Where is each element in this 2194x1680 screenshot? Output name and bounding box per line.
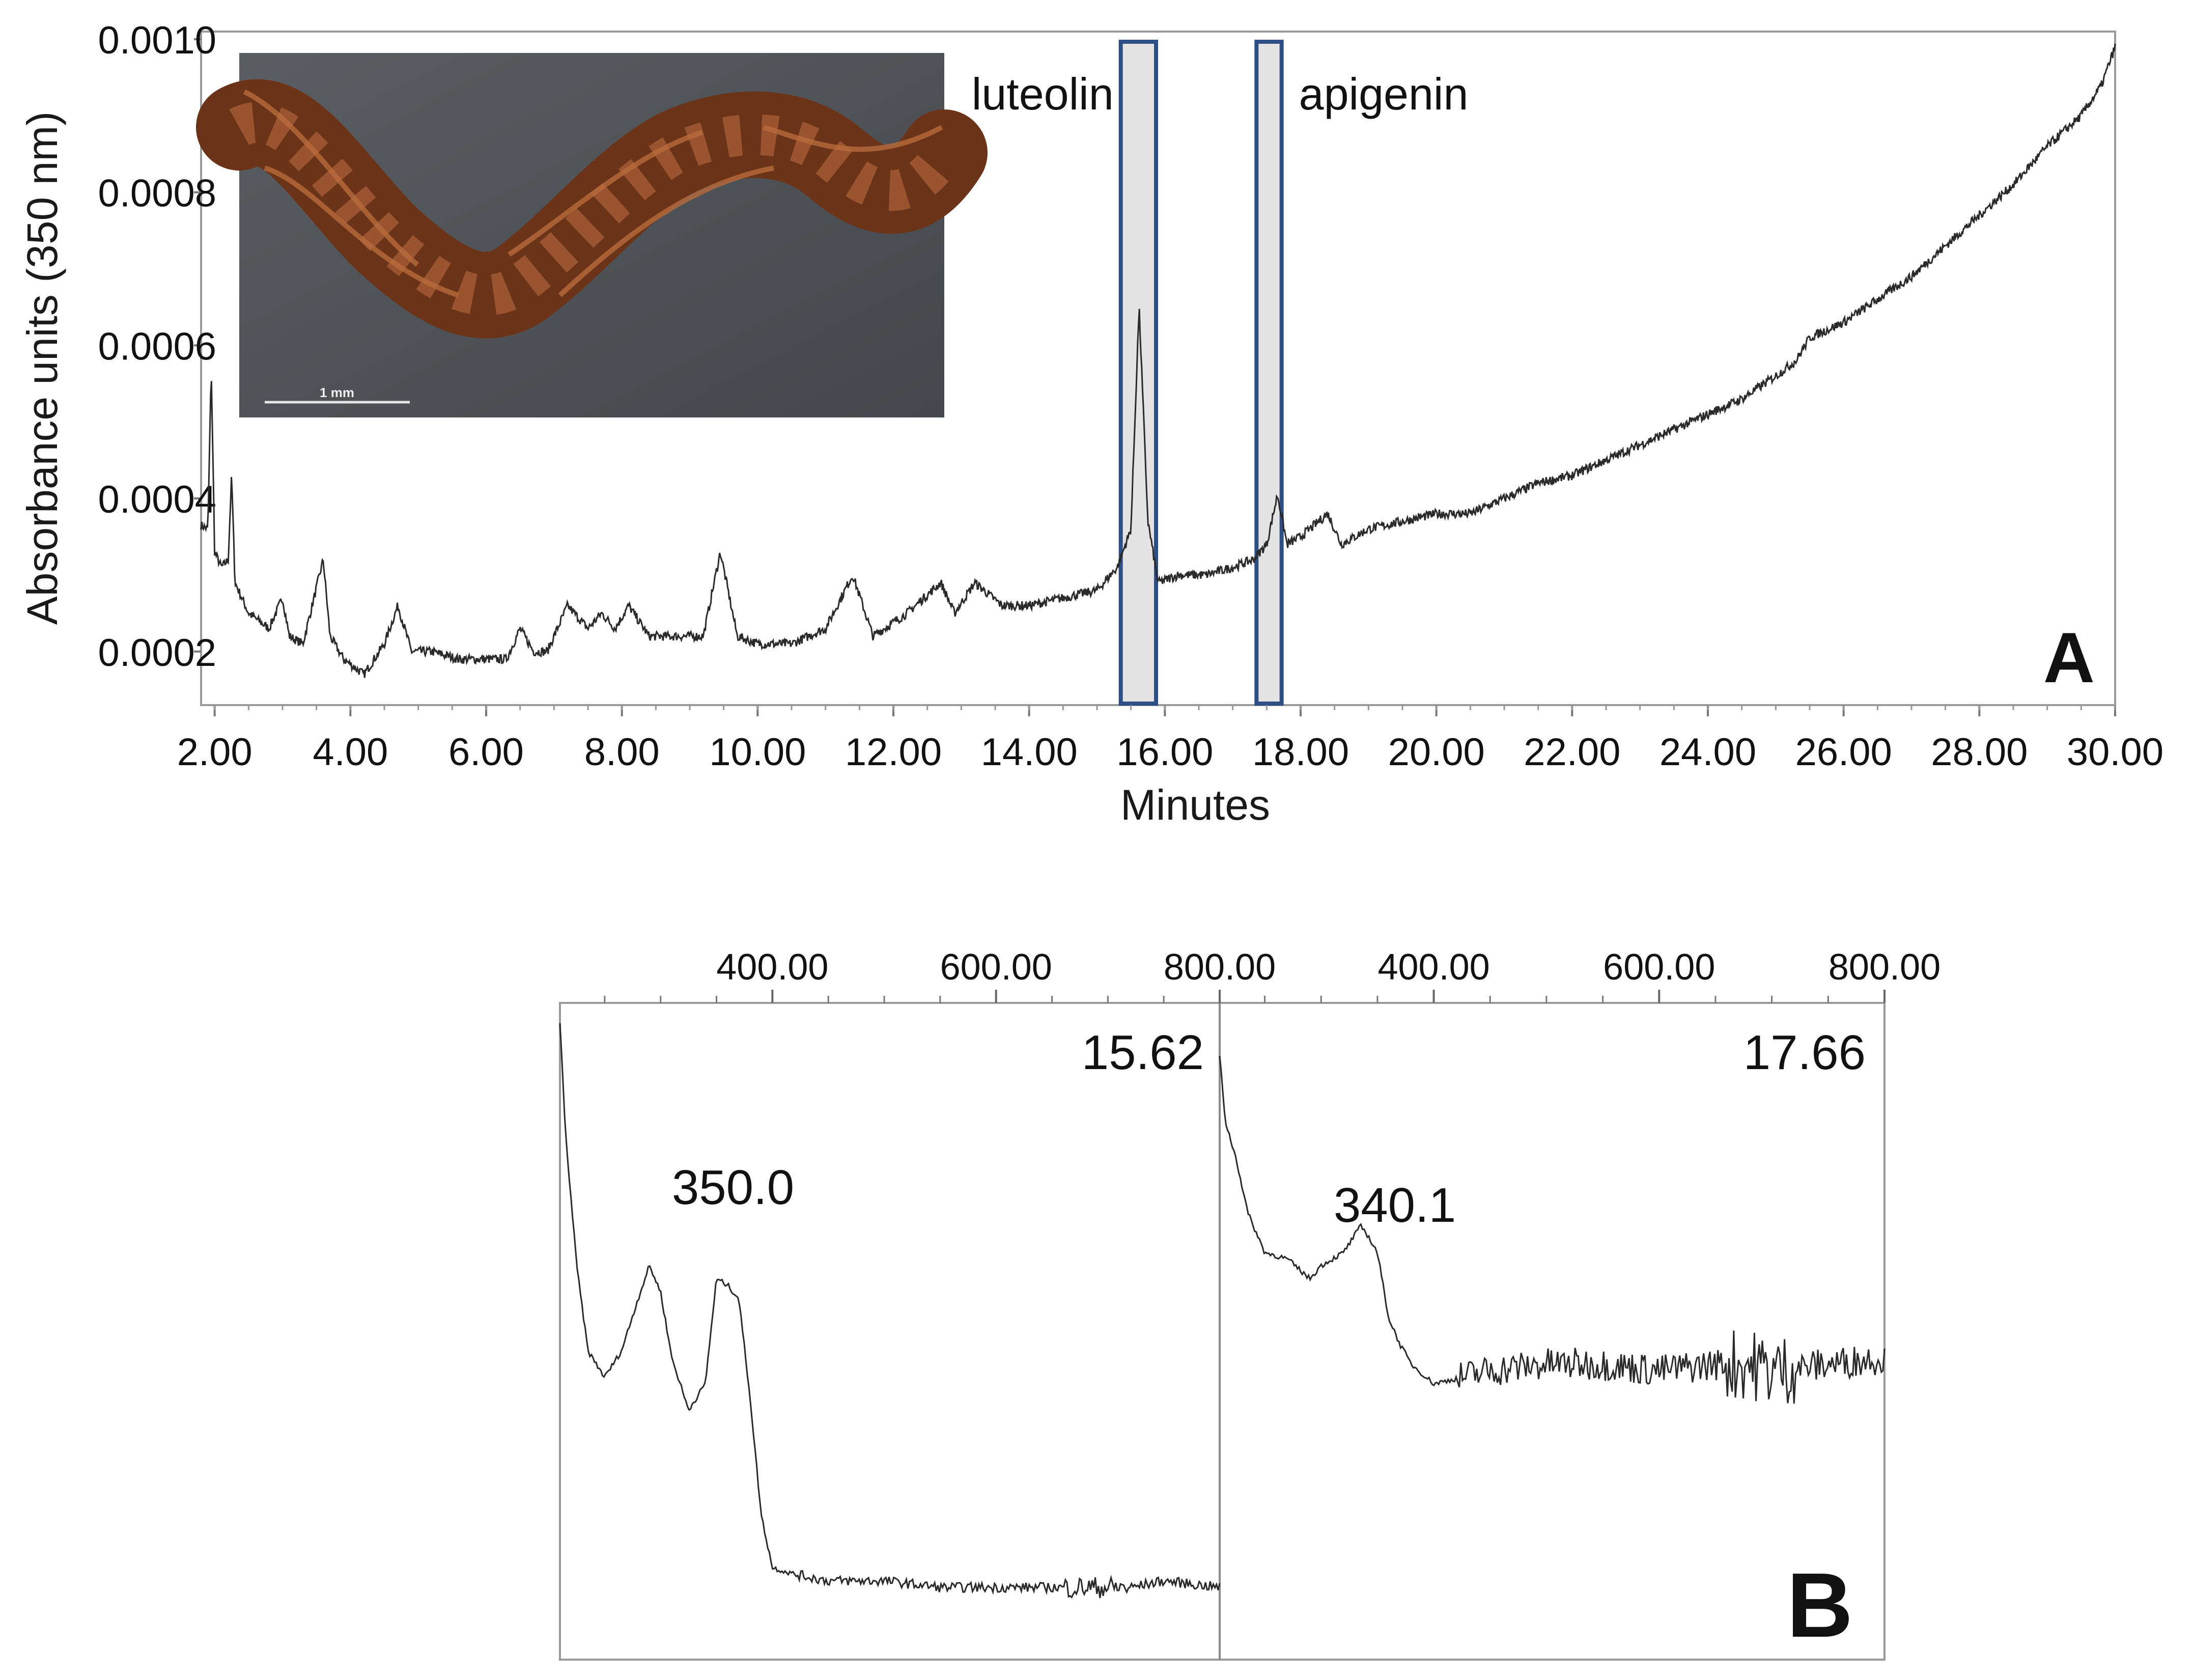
x-tick-label: 26.00 <box>1795 731 1892 774</box>
retention-time-luteolin: 15.62 <box>1082 1025 1204 1080</box>
spectrum-tick-label: 400.00 <box>1377 947 1489 988</box>
y-tick-label: 0.0010 <box>98 19 216 62</box>
panel-a-chart: luteolin apigenin 0.00020.00040.00060.000… <box>18 19 2163 829</box>
chromatogram-line <box>200 43 2116 678</box>
x-tick-label: 14.00 <box>981 731 1078 774</box>
spectrum-tick-label: 600.00 <box>940 947 1052 988</box>
highlight-label-apigenin: apigenin <box>1299 69 1469 119</box>
spectrum-tick-label: 800.00 <box>1829 947 1940 988</box>
x-tick-label: 4.00 <box>313 731 388 774</box>
highlight-boxes: luteolin apigenin <box>972 40 1469 706</box>
x-tick-label: 18.00 <box>1252 731 1349 774</box>
y-axis-label: Absorbance units (350 nm) <box>18 111 66 625</box>
highlight-box-luteolin <box>1118 40 1159 706</box>
x-tick-label: 20.00 <box>1388 731 1485 774</box>
x-tick-label: 8.00 <box>584 731 660 774</box>
inset-photo: 1 mm <box>196 53 988 417</box>
y-tick-label: 0.0004 <box>98 478 216 521</box>
panel-b-chart: 400.00 600.00 800.00 400.00 600.00 800.00 15.… <box>559 947 1940 1661</box>
inset-scale-label: 1 mm <box>320 385 354 400</box>
retention-time-apigenin: 17.66 <box>1743 1025 1866 1080</box>
x-tick-label: 22.00 <box>1524 731 1620 774</box>
uv-spectrum-luteolin <box>559 1023 1221 1599</box>
x-tick-label: 30.00 <box>2067 731 2163 774</box>
peak-label-luteolin: 350.0 <box>672 1160 794 1215</box>
panel-a-label: A <box>2043 618 2095 697</box>
y-tick-label: 0.0008 <box>98 172 216 215</box>
highlight-label-luteolin: luteolin <box>972 69 1114 119</box>
x-tick-label: 2.00 <box>177 731 252 774</box>
x-axis-label: Minutes <box>1120 781 1270 829</box>
spectrum-tick-label: 600.00 <box>1603 947 1715 988</box>
panel-b-frame <box>559 1002 1886 1661</box>
x-tick-label: 6.00 <box>448 731 524 774</box>
panel-b-label: B <box>1787 1554 1853 1657</box>
x-tick-label: 12.00 <box>845 731 942 774</box>
uv-spectrum-apigenin <box>1219 1056 1886 1404</box>
x-tick-label: 16.00 <box>1116 731 1213 774</box>
x-tick-label: 28.00 <box>1931 731 2028 774</box>
y-tick-label: 0.0006 <box>98 325 216 368</box>
highlight-box-apigenin <box>1254 40 1284 706</box>
spectrum-x-ticks: 400.00 600.00 800.00 400.00 600.00 800.00 <box>604 947 1940 1003</box>
y-axis-ticks: 0.0002 0.0004 0.0006 0.0008 0.0010 <box>98 19 216 675</box>
spectrum-tick-label: 800.00 <box>1164 947 1276 988</box>
x-axis-ticks: 2.00 4.00 6.00 8.00 10.00 12.00 14.00 16.00 18.0… <box>177 705 2163 774</box>
spectrum-tick-label: 400.00 <box>716 947 828 988</box>
x-tick-label: 10.00 <box>709 731 806 774</box>
y-tick-label: 0.0002 <box>98 631 216 675</box>
peak-label-apigenin: 340.1 <box>1334 1178 1456 1233</box>
x-tick-label: 24.00 <box>1659 731 1756 774</box>
